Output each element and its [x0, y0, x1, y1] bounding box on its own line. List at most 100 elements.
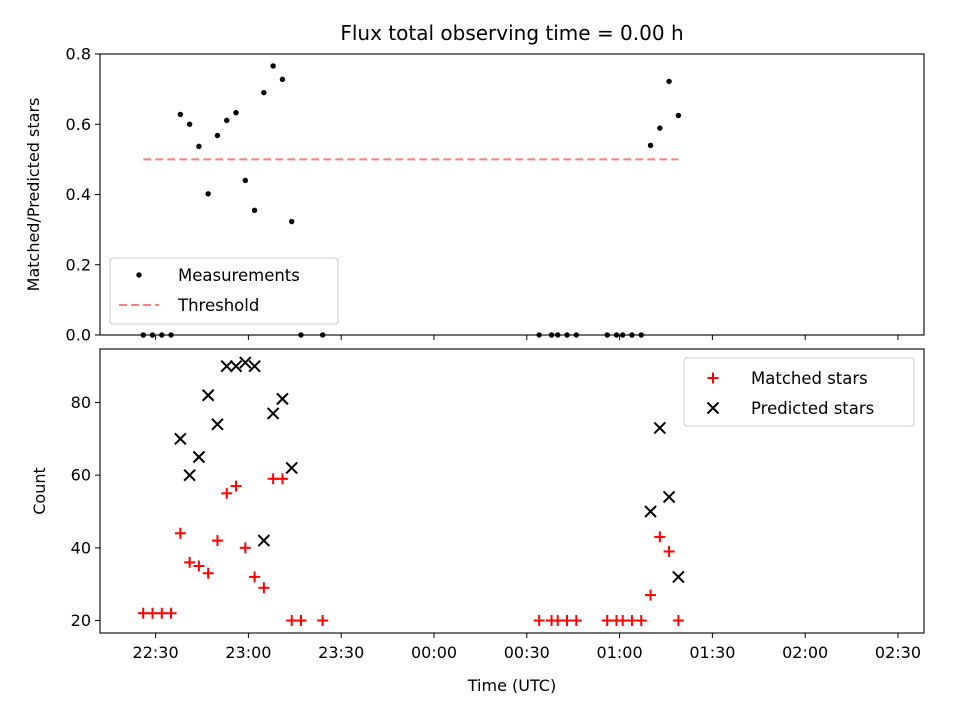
- measurement-point: [214, 132, 221, 139]
- measurement-point: [289, 218, 295, 225]
- matched-star-point: [267, 473, 279, 485]
- matched-star-point: [211, 535, 223, 547]
- predicted-star-point: [285, 461, 298, 475]
- predicted-star-point: [174, 432, 187, 446]
- matched-star-point: [533, 615, 545, 626]
- measurement-point: [279, 76, 286, 82]
- x-tick-label: 23:30: [318, 643, 364, 662]
- matched-star-point: [672, 615, 684, 626]
- matched-star-point: [184, 556, 196, 568]
- predicted-star-point: [248, 359, 261, 373]
- measurement-point: [573, 332, 579, 338]
- bottom-axes-frame: [99, 348, 925, 634]
- top-y-tick-label: 0.2: [66, 255, 91, 274]
- matched-star-point: [626, 615, 638, 626]
- measurement-point: [548, 332, 555, 338]
- measurement-point: [675, 112, 682, 119]
- matched-star-point: [561, 615, 573, 626]
- matched-star-point: [663, 545, 675, 557]
- measurement-point: [657, 125, 663, 131]
- bottom-legend: Matched stars Predicted stars: [683, 357, 915, 427]
- legend-label-measurements: Measurements: [178, 266, 300, 285]
- x-tick-label: 00:00: [411, 643, 457, 662]
- chart-title: Flux total observing time = 0.00 h: [340, 21, 683, 45]
- measurement-point: [224, 117, 230, 124]
- predicted-star-point: [239, 356, 252, 369]
- top-legend: Measurements Threshold: [109, 257, 339, 325]
- measurement-point: [177, 111, 184, 118]
- x-tick-label: 22:30: [133, 643, 179, 662]
- measurement-point: [233, 109, 239, 116]
- x-tick-label: 00:30: [504, 643, 550, 662]
- measurement-point: [638, 332, 644, 338]
- matched-star-point: [221, 487, 233, 499]
- x-tick-label: 01:30: [689, 643, 735, 662]
- matched-star-point: [654, 531, 666, 543]
- measurement-point: [270, 63, 276, 69]
- matched-star-point: [617, 615, 629, 626]
- x-tick-label: 02:00: [782, 643, 828, 662]
- measurement-point: [242, 177, 249, 184]
- bottom-y-tick-label: 60: [71, 466, 91, 485]
- matched-star-point: [202, 567, 214, 579]
- predicted-star-point: [229, 359, 243, 373]
- predicted-star-point: [276, 392, 289, 406]
- measurement-point: [186, 121, 193, 127]
- bottom-y-tick-label: 80: [71, 393, 91, 412]
- measurement-point: [619, 332, 626, 338]
- matched-star-point: [230, 480, 242, 492]
- x-tick-label: 02:30: [875, 643, 921, 662]
- matched-star-point: [249, 571, 261, 583]
- measurement-point: [298, 332, 304, 338]
- measurement-point: [604, 332, 610, 338]
- bottom-panel: 20 40 60 80 22:30 23:00 23:30 00:00 00:30 01:00 01…: [71, 348, 925, 662]
- x-tick-label: 01:00: [597, 643, 643, 662]
- predicted-star-point: [220, 359, 233, 373]
- legend-predicted-marker: [706, 401, 720, 415]
- measurement-point: [140, 332, 146, 338]
- measurement-point: [647, 142, 654, 149]
- bottom-y-tick-label: 40: [71, 538, 91, 557]
- predicted-star-point: [672, 570, 685, 584]
- matched-star-point: [137, 607, 149, 619]
- legend-label-predicted: Predicted stars: [751, 399, 874, 418]
- predicted-star-point: [266, 407, 280, 420]
- measurement-point: [666, 78, 672, 85]
- matched-star-point: [258, 582, 270, 594]
- measurement-point: [149, 332, 156, 338]
- matched-star-point: [174, 527, 186, 539]
- predicted-star-point: [257, 534, 271, 547]
- measurement-point: [555, 332, 561, 338]
- matched-star-point: [239, 542, 251, 554]
- measurement-point: [251, 207, 258, 214]
- measurement-point: [261, 89, 267, 96]
- matched-star-point: [645, 589, 657, 601]
- measurement-point: [613, 332, 620, 338]
- measurement-point: [196, 143, 202, 150]
- top-y-tick-label: 0.0: [66, 326, 91, 345]
- matched-star-point: [276, 473, 288, 485]
- matched-star-point: [193, 560, 205, 572]
- predicted-star-point: [662, 490, 676, 504]
- measurement-point: [629, 332, 635, 338]
- matched-star-point: [286, 615, 298, 626]
- matched-star-point: [295, 615, 307, 626]
- x-axis-label: Time (UTC): [467, 676, 556, 695]
- top-y-axis-label: Matched/Predicted stars: [24, 98, 43, 292]
- measurement-point: [159, 332, 165, 338]
- predicted-star-point: [211, 418, 224, 431]
- bottom-y-axis-label: Count: [30, 467, 49, 515]
- top-panel: 0.0 0.2 0.4 0.6 0.8 Measurements Threshold: [66, 45, 925, 345]
- measurement-point: [205, 191, 211, 197]
- legend-measurement-marker: [136, 272, 142, 278]
- legend-matched-marker: [707, 372, 719, 384]
- measurement-point: [168, 332, 174, 338]
- bottom-y-tick-label: 20: [71, 611, 91, 630]
- predicted-star-point: [201, 389, 215, 402]
- predicted-star-point: [644, 505, 657, 518]
- matched-star-point: [147, 607, 159, 619]
- legend-label-matched: Matched stars: [751, 369, 868, 388]
- matched-star-point: [570, 615, 582, 626]
- measurement-point: [536, 332, 542, 338]
